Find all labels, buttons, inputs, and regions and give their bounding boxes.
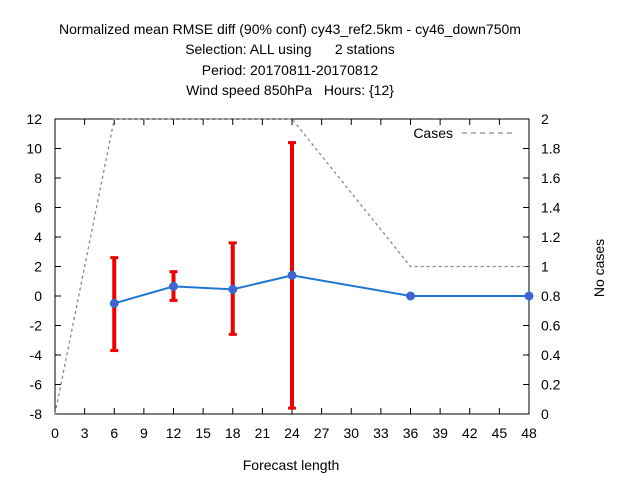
x-axis-label: Forecast length — [243, 457, 340, 473]
data-point — [406, 291, 415, 301]
x-tick-label: 0 — [51, 425, 59, 441]
x-tick-label: 42 — [462, 425, 478, 441]
legend-label-cases: Cases — [413, 125, 453, 141]
x-tick-label: 33 — [373, 425, 389, 441]
x-tick-label: 12 — [166, 425, 182, 441]
y2-axis-label: No cases — [591, 239, 607, 297]
y-tick-label: -4 — [30, 347, 43, 363]
y-tick-label: 8 — [34, 170, 42, 186]
data-point — [287, 270, 297, 280]
y-tick-label: -6 — [30, 377, 43, 393]
y-tick-label: 2 — [34, 259, 42, 275]
series-line-cases — [54, 118, 529, 415]
y2-tick-label: 2 — [541, 111, 549, 127]
x-tick-label: 15 — [195, 425, 211, 441]
x-tick-label: 6 — [110, 425, 118, 441]
y-tick-label: -2 — [30, 318, 43, 334]
y2-tick-label: 0.6 — [541, 318, 561, 334]
y2-axis: 0 0.2 0.4 0.6 0.8 1 1.2 1.4 1.6 1.8 2 — [523, 111, 561, 422]
data-point — [228, 284, 238, 294]
y-tick-label: -8 — [30, 406, 43, 422]
x-tick-label: 30 — [343, 425, 359, 441]
y-tick-label: 10 — [26, 141, 42, 157]
y2-tick-label: 0.4 — [541, 347, 561, 363]
x-tick-label: 24 — [284, 425, 300, 441]
y-tick-label: 0 — [34, 288, 42, 304]
y2-tick-label: 1.8 — [541, 141, 561, 157]
x-tick-label: 18 — [225, 425, 241, 441]
title-line-4: Wind speed 850hPa Hours: {12} — [186, 82, 394, 98]
x-tick-label: 48 — [521, 425, 537, 441]
title-line-3: Period: 20170811-20170812 — [202, 62, 379, 78]
y2-tick-label: 0 — [541, 406, 549, 422]
x-tick-label: 45 — [492, 425, 508, 441]
chart-title: Normalized mean RMSE diff (90% conf) cy4… — [59, 21, 521, 98]
y-tick-label: 4 — [34, 229, 42, 245]
y-tick-label: 6 — [34, 200, 42, 216]
x-tick-label: 39 — [432, 425, 448, 441]
x-tick-label: 36 — [403, 425, 419, 441]
title-line-2: Selection: ALL using 2 stations — [185, 41, 395, 57]
y2-tick-label: 1 — [541, 259, 549, 275]
y2-tick-label: 1.2 — [541, 229, 561, 245]
y2-tick-label: 1.4 — [541, 200, 561, 216]
x-tick-label: 21 — [255, 425, 271, 441]
x-tick-label: 27 — [314, 425, 330, 441]
x-axis: 0 3 6 9 12 15 18 21 24 27 30 33 36 39 42 45 48 — [51, 119, 537, 441]
data-point — [524, 291, 534, 301]
x-tick-label: 9 — [140, 425, 148, 441]
data-point — [169, 281, 178, 291]
y2-tick-label: 0.8 — [541, 288, 561, 304]
y2-tick-label: 1.6 — [541, 170, 561, 186]
title-line-1: Normalized mean RMSE diff (90% conf) cy4… — [59, 21, 521, 37]
x-tick-label: 3 — [81, 425, 89, 441]
series-layer — [54, 118, 534, 415]
legend: Cases — [413, 125, 512, 141]
series-line-main — [113, 274, 529, 305]
data-point — [109, 298, 119, 308]
y-tick-label: 12 — [26, 111, 42, 127]
y2-tick-label: 0.2 — [541, 377, 561, 393]
y-axis: -8 -6 -4 -2 0 2 4 6 8 10 12 — [26, 111, 61, 422]
